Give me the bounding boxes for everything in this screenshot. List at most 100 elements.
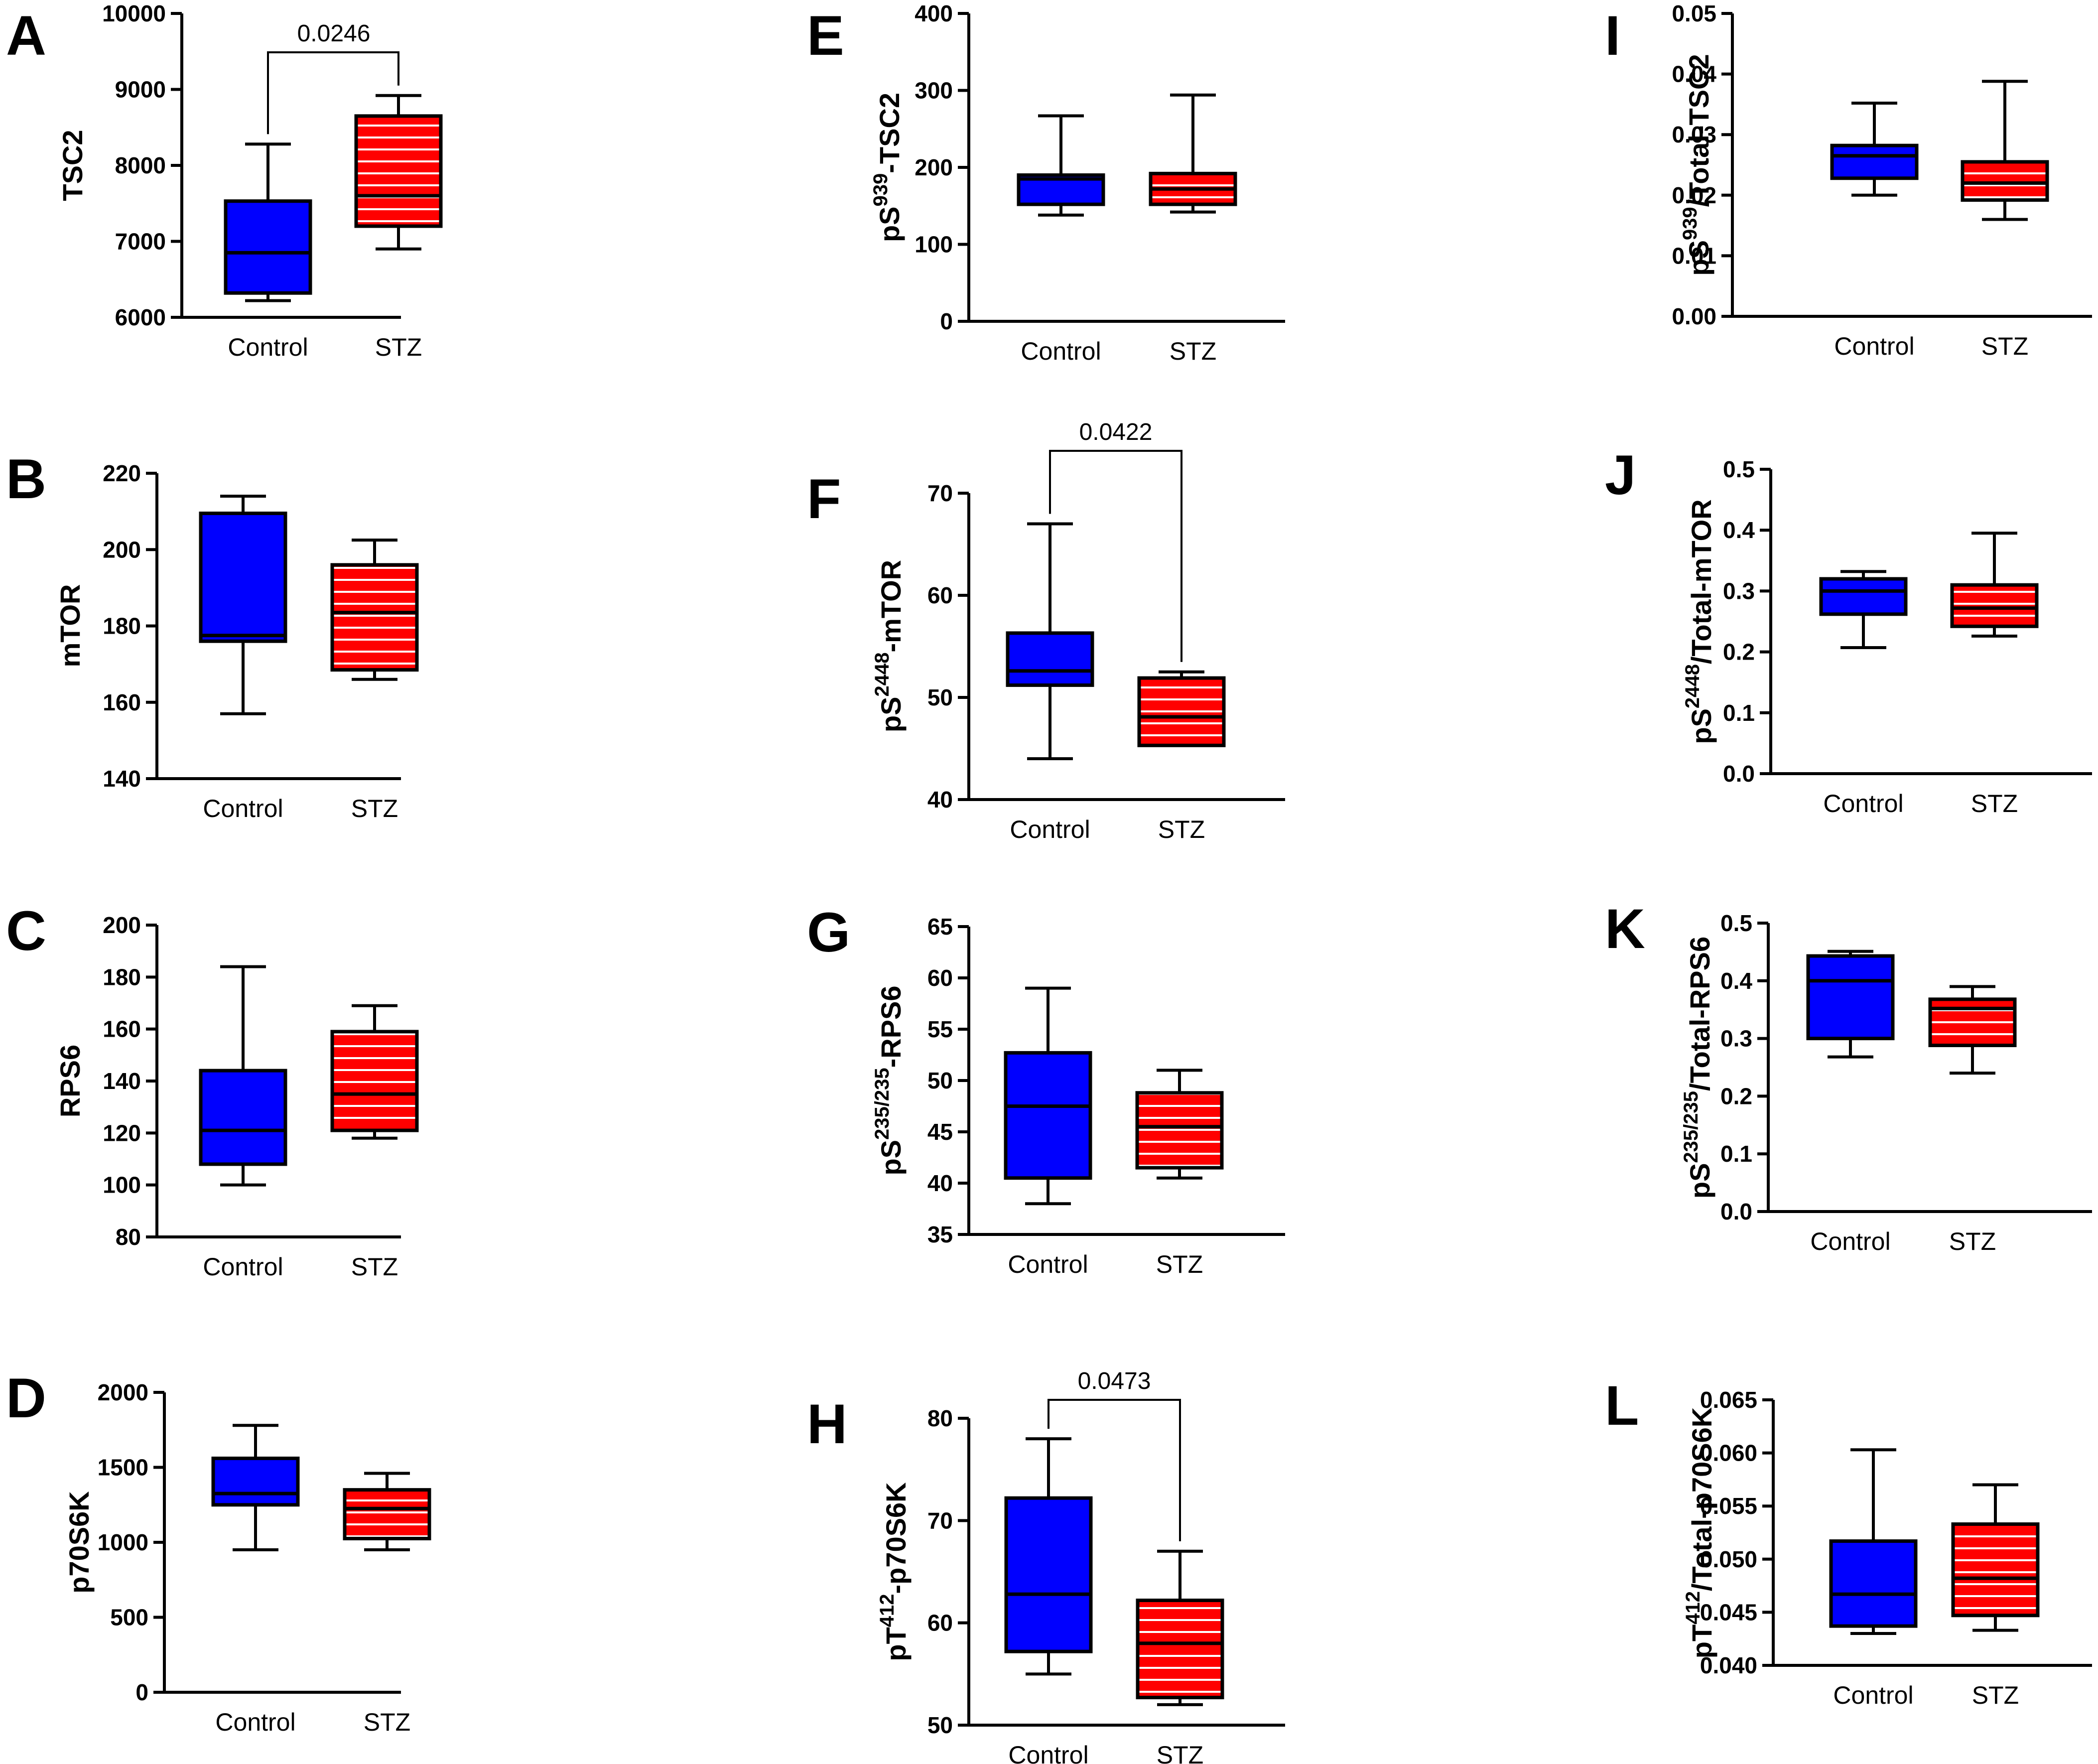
box-control: [199, 965, 287, 1187]
y-axis-title: pS2448/Total-mTOR: [1682, 499, 1717, 744]
x-category-label: STZ: [1949, 1227, 1996, 1255]
panel-letter: I: [1605, 4, 1620, 67]
x-category-label: STZ: [1156, 1250, 1203, 1278]
y-tick-label: 0.04: [1672, 61, 1716, 87]
panel-l: L 0.040 0.045 0.050 0.055 0.060 0.065pT412/Tot…: [1605, 1374, 2092, 1709]
panel-letter: C: [6, 900, 46, 962]
panel-letter: K: [1605, 898, 1645, 960]
y-axis-title: TSC2: [57, 130, 88, 201]
y-tick-label: 50: [927, 1068, 953, 1093]
y-tick-label: 0: [135, 1679, 148, 1705]
x-category-label: Control: [1833, 1681, 1913, 1709]
y-tick-label: 8000: [115, 152, 166, 178]
box-control: [1830, 101, 1919, 197]
p-value-label: 0.0473: [1078, 1368, 1151, 1394]
y-tick-label: 200: [103, 537, 141, 562]
y-tick-label: 80: [927, 1405, 953, 1431]
y-tick-label: 0.4: [1720, 968, 1752, 994]
x-category-label: Control: [1008, 1250, 1088, 1278]
x-category-label: Control: [228, 333, 308, 361]
box-stz: [1137, 670, 1226, 747]
box-iqr: [1136, 1598, 1224, 1700]
box-iqr: [330, 563, 419, 672]
box-iqr: [354, 114, 443, 228]
panel-letter: D: [6, 1367, 46, 1429]
y-tick-label: 0.2: [1720, 1083, 1752, 1109]
y-tick-label: 10000: [102, 0, 166, 26]
y-tick-label: 0.3: [1720, 1026, 1752, 1052]
box-stz: [1961, 80, 2049, 221]
x-category-label: Control: [1010, 815, 1090, 843]
y-tick-label: 0.040: [1700, 1652, 1757, 1678]
y-tick-label: 40: [927, 787, 953, 813]
y-tick-label: 200: [103, 912, 141, 938]
panel-letter: G: [807, 901, 850, 963]
y-tick-label: 0.060: [1700, 1440, 1757, 1466]
y-tick-label: 9000: [115, 77, 166, 103]
box-iqr: [343, 1488, 431, 1540]
box-stz: [1951, 1483, 2040, 1632]
panel-d: D 0 500 1000 1500 2000 p70S6K Control STZ: [6, 1367, 431, 1736]
x-category-label: STZ: [1972, 1681, 2019, 1709]
panel-a: A 6000 7000 8000 9000 10000 TSC2 Control STZ 0.02…: [6, 0, 443, 361]
significance-bracket: [267, 51, 399, 135]
box-stz: [1149, 93, 1237, 214]
box-control: [1829, 1448, 1918, 1635]
box-control: [199, 494, 287, 715]
y-tick-label: 0.065: [1700, 1387, 1757, 1413]
box-stz: [1928, 985, 2017, 1075]
box-control: [1806, 950, 1895, 1059]
y-axis-title: pT412/Total-p70S6K: [1682, 1407, 1717, 1658]
y-tick-label: 200: [915, 154, 953, 180]
box-iqr: [1830, 143, 1919, 180]
y-axis-title: p70S6K: [63, 1491, 95, 1593]
x-category-label: STZ: [1971, 790, 2018, 817]
y-axis-title: pS939/Total-TSC2: [1679, 54, 1714, 275]
box-iqr: [1004, 1051, 1092, 1180]
y-tick-label: 140: [103, 1068, 141, 1094]
y-axis-title: pS235/235-RPS6: [871, 985, 907, 1175]
box-iqr: [1004, 1496, 1093, 1653]
x-category-label: STZ: [1170, 337, 1216, 365]
y-tick-label: 0.1: [1723, 700, 1755, 726]
panel-letter: H: [807, 1393, 847, 1455]
panel-letter: F: [807, 468, 841, 530]
y-tick-label: 50: [927, 684, 953, 710]
y-tick-label: 0.02: [1672, 182, 1716, 208]
panel-letter: J: [1605, 444, 1636, 506]
y-tick-label: 0.2: [1723, 639, 1755, 665]
box-iqr: [1951, 1522, 2040, 1618]
box-iqr: [211, 1456, 300, 1507]
panel-c: C 80 100 120 140 160 180 200 RPS6 Control STZ: [6, 900, 419, 1281]
box-iqr: [1006, 631, 1094, 687]
box-stz: [1136, 1549, 1224, 1706]
x-category-label: Control: [1021, 337, 1101, 365]
y-tick-label: 220: [103, 460, 141, 486]
box-iqr: [1135, 1091, 1224, 1170]
panel-i: I 0.00 0.01 0.02 0.03 0.04 0.05 pS939/Total-TSC…: [1605, 0, 2092, 360]
box-iqr: [1950, 583, 2039, 628]
box-iqr: [1829, 1539, 1918, 1628]
x-category-label: Control: [203, 795, 283, 822]
y-tick-label: 0.05: [1672, 0, 1716, 26]
box-stz: [343, 1472, 431, 1552]
y-tick-label: 0.5: [1723, 456, 1755, 482]
y-tick-label: 0.03: [1672, 122, 1716, 147]
box-control: [1004, 986, 1092, 1206]
x-category-label: STZ: [1981, 332, 2028, 360]
y-tick-label: 70: [927, 480, 953, 506]
panel-g: G 35 40 45 50 55 60 65 pS235/235-RPS6 Control STZ: [807, 901, 1285, 1278]
box-iqr: [330, 1030, 419, 1132]
x-category-label: Control: [203, 1253, 283, 1281]
x-category-label: Control: [215, 1708, 295, 1736]
y-tick-label: 70: [927, 1507, 953, 1533]
y-tick-label: 35: [927, 1221, 953, 1247]
y-tick-label: 100: [103, 1172, 141, 1198]
y-tick-label: 160: [103, 689, 141, 715]
y-tick-label: 160: [103, 1016, 141, 1042]
y-tick-label: 0.01: [1672, 243, 1716, 269]
y-tick-label: 6000: [115, 304, 166, 330]
x-category-label: STZ: [351, 795, 398, 822]
y-tick-label: 80: [116, 1224, 141, 1250]
